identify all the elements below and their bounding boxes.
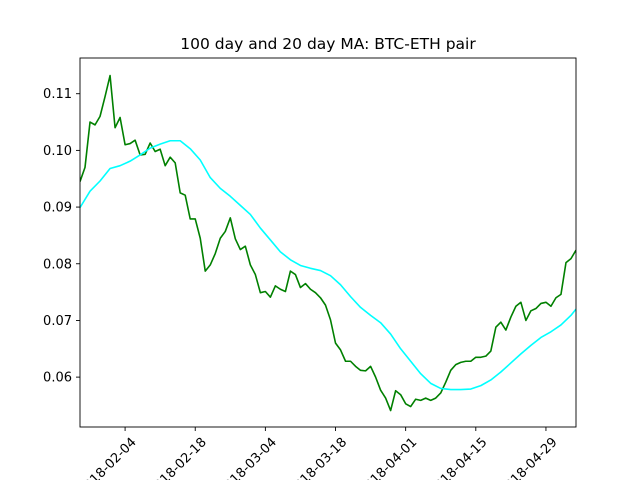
y-tick-label: 0.07 <box>43 314 72 329</box>
series-line-daily <box>80 74 576 412</box>
y-tick-label: 0.08 <box>43 257 72 272</box>
y-tick-label: 0.10 <box>43 144 72 159</box>
y-tick-label: 0.11 <box>43 87 72 102</box>
plot-area <box>80 74 576 412</box>
axes-frame <box>79 57 577 428</box>
series-line-ma <box>80 139 576 391</box>
y-tick-label: 0.06 <box>43 371 72 386</box>
y-tick-label: 0.09 <box>43 201 72 216</box>
chart-title: 100 day and 20 day MA: BTC-ETH pair <box>180 35 476 53</box>
